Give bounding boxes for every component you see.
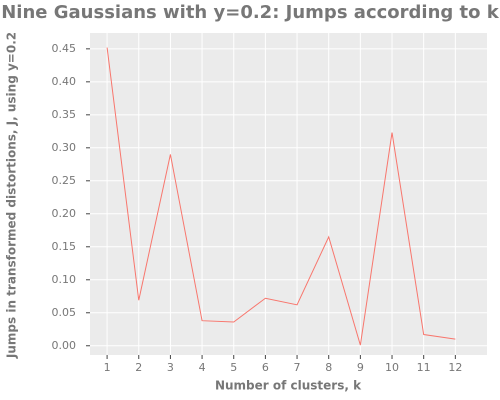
- x-tick-label: 10: [385, 361, 399, 374]
- y-tick-label: 0.05: [52, 306, 77, 319]
- y-tick-label: 0.40: [52, 75, 77, 88]
- x-axis-label: Number of clusters, k: [215, 379, 362, 393]
- chart-title: Nine Gaussians with y=0.2: Jumps accordi…: [1, 2, 500, 23]
- x-tick-label: 1: [104, 361, 111, 374]
- x-tick-label: 2: [135, 361, 142, 374]
- y-tick-label: 0.00: [52, 339, 77, 352]
- x-tick-label: 7: [294, 361, 301, 374]
- y-tick-label: 0.25: [52, 174, 77, 187]
- y-axis-label: Jumps in transformed distortions, J, usi…: [5, 32, 19, 359]
- x-tick-label: 4: [199, 361, 206, 374]
- x-tick-label: 5: [230, 361, 237, 374]
- x-tick-label: 12: [448, 361, 462, 374]
- y-tick-label: 0.35: [52, 108, 77, 121]
- plot-background: [90, 33, 487, 355]
- line: [106, 47, 456, 346]
- x-tick-label: 9: [357, 361, 364, 374]
- x-tick-label: 8: [325, 361, 332, 374]
- x-tick-label: 11: [417, 361, 431, 374]
- x-tick-label: 6: [262, 361, 269, 374]
- y-tick-label: 0.30: [52, 141, 77, 154]
- y-tick-label: 0.20: [52, 207, 77, 220]
- grid: [90, 33, 487, 355]
- y-tick-label: 0.45: [52, 42, 77, 55]
- y-tick-label: 0.10: [52, 273, 77, 286]
- x-tick-label: 3: [167, 361, 174, 374]
- y-tick-label: 0.15: [52, 240, 77, 253]
